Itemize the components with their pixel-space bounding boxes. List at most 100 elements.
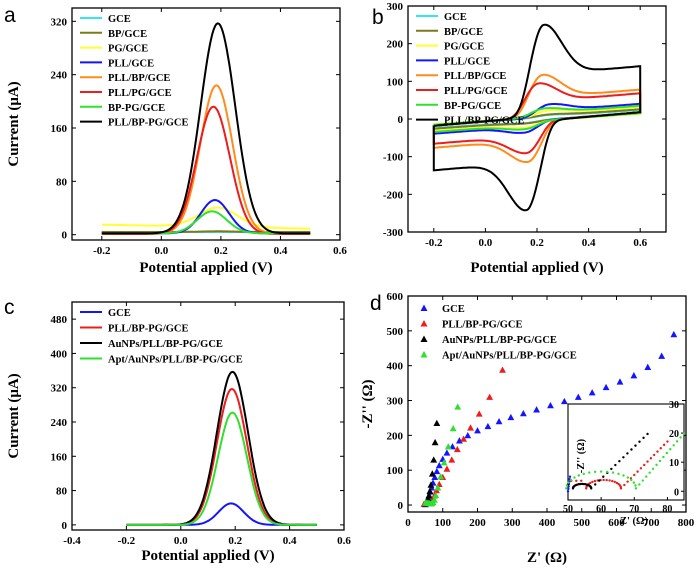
inset-point-3 xyxy=(651,467,655,470)
inset-point-2 xyxy=(598,479,601,482)
inset-point-3 xyxy=(577,474,580,477)
inset-point-0 xyxy=(567,487,570,491)
data-point-s0-29 xyxy=(644,363,652,370)
inset-point-3 xyxy=(675,440,679,443)
data-point-s1-13 xyxy=(443,465,451,472)
data-point-s0-12 xyxy=(443,449,451,456)
inset-point-1 xyxy=(602,478,605,482)
inset-point-1 xyxy=(611,479,614,483)
data-point-s2-6 xyxy=(426,487,434,494)
inset-point-1 xyxy=(649,457,653,460)
data-point-s1-14 xyxy=(448,456,456,463)
inset-point-1 xyxy=(646,460,649,463)
inset-point-2 xyxy=(634,444,637,447)
y-tick-label: 200 xyxy=(387,39,404,51)
inset-point-3 xyxy=(645,475,648,478)
data-point-s0-22 xyxy=(547,401,554,409)
inset-point-0 xyxy=(567,485,570,488)
panel-a: -0.2 0.0 0.2 0.4 0.6 0 80 160 240 320 Potential ap… xyxy=(4,4,347,276)
series-line-7 xyxy=(101,22,311,235)
legend-label: BP-PG/GCE xyxy=(444,101,501,112)
inset-point-1 xyxy=(619,487,623,490)
data-point-s1-18 xyxy=(475,410,483,417)
data-point-s0-26 xyxy=(602,383,610,391)
legend-label: PLL/GCE xyxy=(108,58,154,69)
inset-point-2 xyxy=(610,467,613,471)
inset-point-3 xyxy=(634,487,638,490)
legend-label: BP/GCE xyxy=(108,29,147,40)
inset-y-tick-label: 30 xyxy=(669,400,679,411)
x-tick-label: 200 xyxy=(469,517,486,529)
inset-point-1 xyxy=(593,479,597,483)
data-point-s3-13 xyxy=(449,424,457,432)
x-tick-label: 0.2 xyxy=(228,535,242,547)
data-point-s0-24 xyxy=(574,393,582,400)
y-tick-label: 160 xyxy=(51,123,68,135)
legend-label: GCE xyxy=(442,304,465,315)
data-point-s2-8 xyxy=(428,470,436,477)
legend-marker xyxy=(420,304,428,311)
data-point-s0-28 xyxy=(630,372,638,379)
inset-point-1 xyxy=(615,481,619,485)
inset-point-1 xyxy=(580,479,583,483)
data-point-s0-9 xyxy=(433,467,441,475)
x-tick-label: 700 xyxy=(643,517,660,529)
x-tick-label: 0.0 xyxy=(479,237,493,249)
series-line-2 xyxy=(101,206,311,230)
inset-plot: 50 60 70 800 10 20 30 Z' (Ω) -Z'' (Ω) xyxy=(563,400,686,527)
y-tick-label: 0 xyxy=(62,230,68,242)
y-tick-label: 100 xyxy=(387,76,404,88)
data-point-s1-17 xyxy=(467,424,474,431)
inset-point-3 xyxy=(665,451,669,455)
data-point-s0-23 xyxy=(560,397,568,405)
x-tick-label: 0.0 xyxy=(174,535,188,547)
y-tick-label: -100 xyxy=(383,152,404,164)
inset-point-2 xyxy=(642,436,645,440)
legend-label: Apt/AuNPs/PLL/BP-PG/GCE xyxy=(442,351,577,362)
x-tick-label: 0.2 xyxy=(530,237,544,249)
inset-x-label: Z' (Ω) xyxy=(620,516,648,527)
x-tick-label: -0.2 xyxy=(118,535,136,547)
data-point-s3-8 xyxy=(432,491,440,499)
data-point-s1-19 xyxy=(486,393,494,400)
inset-point-3 xyxy=(565,487,568,490)
y-tick-label: 0 xyxy=(398,500,404,512)
inset-y-label: -Z'' (Ω) xyxy=(576,438,587,473)
data-point-s0-8 xyxy=(431,473,439,481)
legend-marker xyxy=(420,320,428,327)
inset-point-1 xyxy=(591,480,594,484)
y-tick-label: 0 xyxy=(398,114,404,126)
x-tick-label: -0.4 xyxy=(63,535,81,547)
inset-point-3 xyxy=(672,444,675,447)
x-tick-label: 0.4 xyxy=(274,245,288,257)
x-tick-label: -0.2 xyxy=(425,237,443,249)
inset-point-1 xyxy=(636,470,639,473)
inset-point-2 xyxy=(622,456,625,459)
y-tick-label: 480 xyxy=(51,314,68,326)
y-tick-label: 160 xyxy=(51,451,68,463)
x-tick-label: 0.4 xyxy=(582,237,596,249)
inset-point-2 xyxy=(594,483,597,486)
y-tick-label: 500 xyxy=(387,326,404,338)
legend-label: GCE xyxy=(108,308,131,319)
panel-c: -0.4 -0.2 0.0 0.2 0.4 0.6 0 80 160 240 320 400 480 Po… xyxy=(4,296,351,564)
data-point-s0-31 xyxy=(670,330,678,338)
x-tick-label: 600 xyxy=(608,517,625,529)
data-point-s0-21 xyxy=(533,406,540,413)
inset-point-3 xyxy=(630,478,633,482)
inset-point-3 xyxy=(599,470,603,473)
x-axis-label: Potential applied (V) xyxy=(139,260,272,276)
legend-label: Apt/AuNPs/PLL/BP-PG/GCE xyxy=(108,355,243,366)
legend-label: PLL/PG/GCE xyxy=(444,86,508,97)
y-tick-label: 240 xyxy=(51,70,68,82)
panel-b: -0.2 0.0 0.2 0.4 0.6 -300 -200 -100 0 100 200 300 Po… xyxy=(372,1,667,276)
inset-point-3 xyxy=(573,476,576,479)
data-point-s3-9 xyxy=(434,484,442,491)
x-tick-label: 300 xyxy=(504,517,521,529)
inset-point-3 xyxy=(638,483,641,486)
y-tick-label: 300 xyxy=(387,1,404,13)
y-axis-label: Current (μA) xyxy=(6,373,22,458)
x-tick-label: -0.2 xyxy=(93,245,111,257)
data-point-s1-20 xyxy=(499,366,506,373)
inset-point-2 xyxy=(646,432,649,436)
